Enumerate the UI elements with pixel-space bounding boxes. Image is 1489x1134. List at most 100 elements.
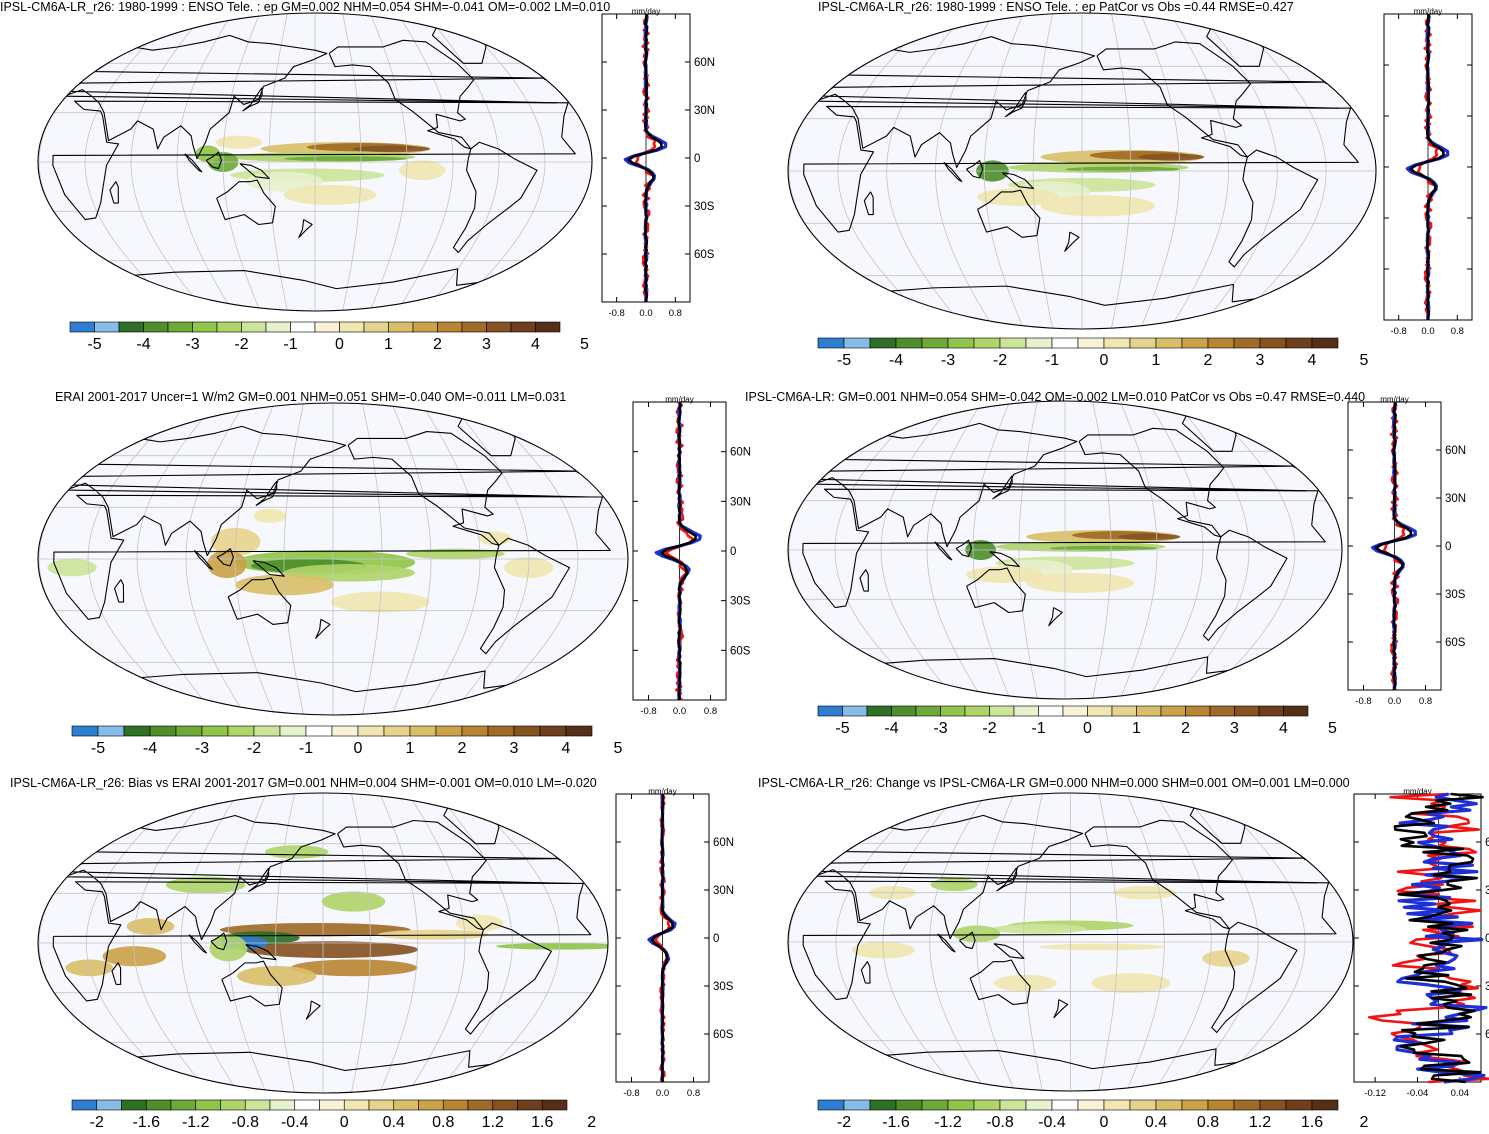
colorbar-label: -3 xyxy=(185,336,199,353)
lat-label: 60S xyxy=(730,645,751,657)
x-tick-label: 0.8 xyxy=(1419,696,1432,707)
colorbar-label: 0.8 xyxy=(432,1114,454,1131)
colorbar-swatch xyxy=(513,725,541,737)
coastline xyxy=(221,960,283,1007)
anomaly-region xyxy=(126,918,175,935)
colorbar-label: -4 xyxy=(889,352,903,369)
coastline xyxy=(937,933,956,953)
coastline xyxy=(955,539,973,558)
panel-2-zonal-profile: mm/day -0.8 0.0 0.8 xyxy=(1383,7,1473,337)
colorbar-swatch xyxy=(999,1099,1027,1111)
coastline xyxy=(305,1000,321,1020)
longitude-gridline xyxy=(1126,793,1165,1091)
coastline xyxy=(109,181,119,204)
units-label: mm/day xyxy=(1403,787,1431,796)
colorbar-label: 1 xyxy=(1152,352,1161,369)
colorbar-swatch xyxy=(866,705,892,717)
lat-label: 0 xyxy=(694,153,700,165)
colorbar-swatch xyxy=(461,321,487,333)
colorbar-swatch xyxy=(145,1099,172,1111)
panel-5-title: IPSL-CM6A-LR_r26: Bias vs ERAI 2001-2017… xyxy=(10,776,597,790)
panel-6-title: IPSL-CM6A-LR_r26: Change vs IPSL-CM6A-LR… xyxy=(758,776,1350,790)
colorbar-label: 5 xyxy=(614,740,623,757)
colorbar-swatch xyxy=(467,1099,494,1111)
anomaly-region xyxy=(283,156,408,162)
colorbar-swatch xyxy=(1051,337,1079,349)
longitude-gridline xyxy=(480,403,579,715)
colorbar-swatch xyxy=(539,725,567,737)
colorbar-swatch xyxy=(1233,337,1261,349)
longitude-gridline xyxy=(234,403,275,715)
x-tick-label: -0.8 xyxy=(640,706,656,717)
lat-label: 60S xyxy=(713,1029,734,1041)
coastline xyxy=(989,551,1020,567)
colorbar-swatch xyxy=(1285,337,1313,349)
colorbar-swatch xyxy=(69,321,95,333)
colorbar-swatch xyxy=(915,705,941,717)
colorbar-swatch xyxy=(331,725,359,737)
colorbar-label: -1.6 xyxy=(132,1114,160,1131)
panel-4-colorbar: -5 -4 -3 -2 -1 0 1 2 3 4 5 xyxy=(817,705,1337,737)
colorbar-label: -0.4 xyxy=(1038,1114,1066,1131)
x-tick-label: 0.0 xyxy=(1388,696,1401,707)
longitude-gridline xyxy=(1170,13,1229,329)
x-tick-label: 0.0 xyxy=(656,1088,669,1099)
coastline xyxy=(1001,172,1034,189)
longitude-gridline xyxy=(391,403,432,715)
longitude-gridline xyxy=(176,13,233,311)
colorbar-label: -0.8 xyxy=(231,1114,259,1131)
longitude-gridline xyxy=(1155,793,1212,1091)
coastline xyxy=(861,1048,1280,1070)
colorbar-swatch xyxy=(1129,337,1157,349)
coastline xyxy=(193,549,213,570)
x-tick-label: 0.8 xyxy=(669,308,682,319)
x-tick-label: 0.04 xyxy=(1451,1088,1470,1099)
coastline xyxy=(242,87,263,112)
lat-label: 60S xyxy=(694,249,715,261)
panel-4-zonal-profile: mm/day 60N 30N 0 30S 60S -0.8 0.0 0.8 xyxy=(1347,395,1466,707)
colorbar-label: -2 xyxy=(234,336,248,353)
coastline xyxy=(1064,231,1080,252)
coastline xyxy=(298,219,313,239)
colorbar-swatch xyxy=(817,337,845,349)
colorbar-label: -1 xyxy=(1045,352,1059,369)
coastline xyxy=(239,163,270,179)
coastline xyxy=(184,153,203,173)
longitude-gridline xyxy=(379,793,419,1093)
colorbar-swatch xyxy=(409,725,437,737)
colorbar-label: -5 xyxy=(87,336,101,353)
anomaly-region xyxy=(283,184,377,205)
colorbar-label: 5 xyxy=(1328,720,1337,737)
colorbar-swatch xyxy=(195,1099,221,1111)
coastline xyxy=(1048,607,1063,627)
anomaly-region xyxy=(1065,166,1181,172)
longitude-gridline xyxy=(268,13,288,311)
coastline xyxy=(859,569,869,592)
coastline xyxy=(864,283,1300,306)
panel-1-zonal-profile: mm/day 60N 30N 0 30S 60S -0.8 0.0 0.8 xyxy=(601,7,715,319)
colorbar-swatch xyxy=(947,337,975,349)
colorbar-swatch xyxy=(97,725,125,737)
colorbar-swatch xyxy=(1155,337,1183,349)
colorbar-swatch xyxy=(891,705,917,717)
coastline xyxy=(814,36,1339,169)
panel-2-colorbar: -5 -4 -3 -2 -1 0 1 2 3 4 5 xyxy=(817,337,1369,369)
longitude-gridline xyxy=(976,793,1015,1091)
anomaly-region xyxy=(321,891,386,912)
longitude-gridline xyxy=(275,793,295,1093)
colorbar-swatch xyxy=(71,1099,98,1111)
colorbar-swatch xyxy=(1207,1099,1235,1111)
colorbar-label: 0 xyxy=(1100,1114,1109,1131)
colorbar-swatch xyxy=(1062,705,1088,717)
longitude-gridline xyxy=(1098,793,1118,1091)
lat-label: 30S xyxy=(1445,589,1466,601)
colorbar-label: -1 xyxy=(299,740,313,757)
colorbar-label: 2 xyxy=(1204,352,1213,369)
colorbar-swatch xyxy=(368,1099,395,1111)
lat-label: 30S xyxy=(730,596,751,608)
colorbar-swatch xyxy=(1025,337,1053,349)
colorbar-label: 3 xyxy=(510,740,519,757)
coastline xyxy=(252,560,285,577)
coastline xyxy=(813,422,1307,548)
mean-line xyxy=(627,13,663,303)
